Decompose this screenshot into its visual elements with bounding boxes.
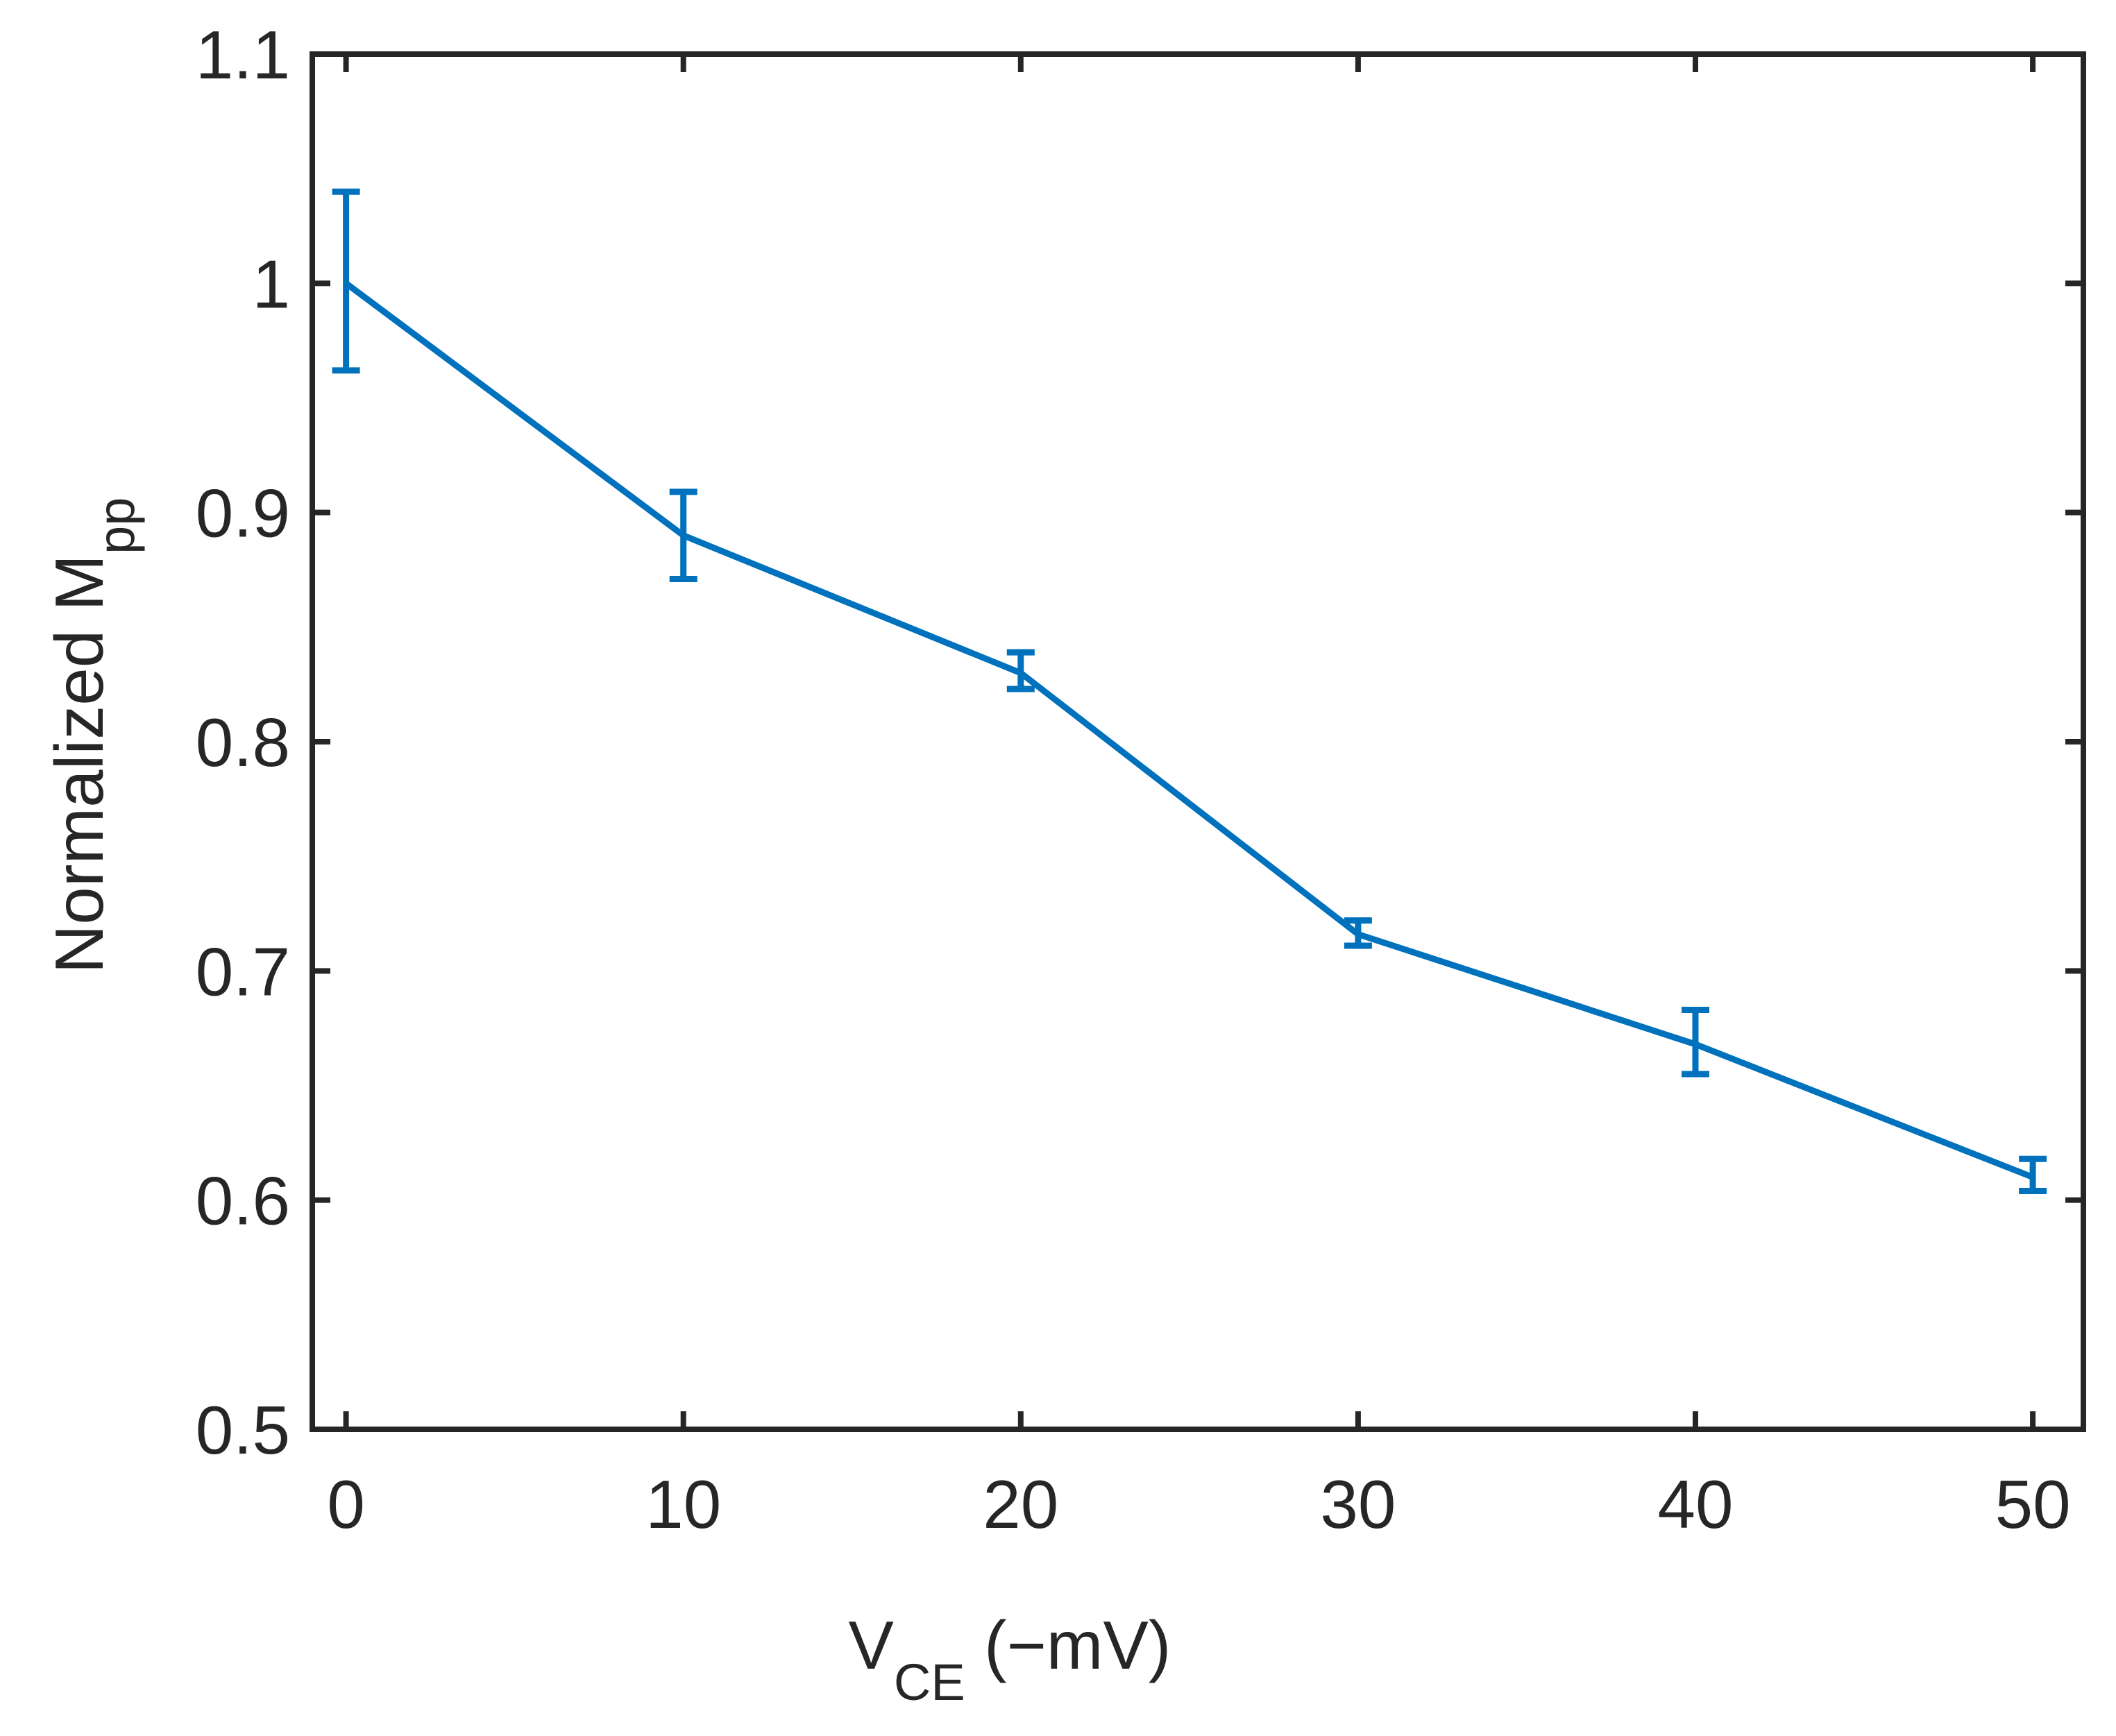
x-axis-label-suffix: (−mV) <box>965 1607 1171 1683</box>
y-tick-label: 1 <box>252 246 290 322</box>
tick-labels-layer: 0 10 20 30 40 50 0.5 0.6 0.7 0.8 0.9 1 1.1 <box>196 17 2071 1542</box>
x-tick-label: 30 <box>1320 1466 1396 1542</box>
x-tick-label: 50 <box>1995 1466 2071 1542</box>
y-axis-label-sub: pp <box>87 497 145 554</box>
y-tick-label: 0.6 <box>196 1163 290 1239</box>
x-tick-label: 20 <box>983 1466 1058 1542</box>
x-tick-label: 0 <box>327 1466 365 1542</box>
x-tick-label: 10 <box>645 1466 721 1542</box>
y-axis-label: Normalized Mpp <box>41 497 145 974</box>
plot-frame <box>310 51 2086 1432</box>
y-tick-label: 0.7 <box>196 933 290 1010</box>
y-axis-label-main: Normalized M <box>41 554 117 973</box>
x-tick-label: 40 <box>1657 1466 1733 1542</box>
error-bar <box>1006 649 1035 692</box>
x-axis-label: VCE (−mV) <box>849 1607 1171 1711</box>
data-layer <box>332 188 2047 1194</box>
y-tick-label: 1.1 <box>196 17 290 93</box>
error-bar <box>2019 1155 2047 1194</box>
x-axis-label-main: V <box>849 1607 894 1683</box>
y-tick-label: 0.5 <box>196 1392 290 1468</box>
y-tick-label: 0.8 <box>196 704 290 781</box>
y-tick-label: 0.9 <box>196 475 290 552</box>
error-bar <box>332 188 360 374</box>
error-bar <box>1681 1006 1709 1078</box>
x-axis-label-sub: CE <box>894 1653 965 1711</box>
series-line <box>344 280 2034 1180</box>
ticks-layer <box>312 51 2083 1432</box>
error-bar <box>669 488 697 582</box>
error-bar <box>1344 917 1372 949</box>
